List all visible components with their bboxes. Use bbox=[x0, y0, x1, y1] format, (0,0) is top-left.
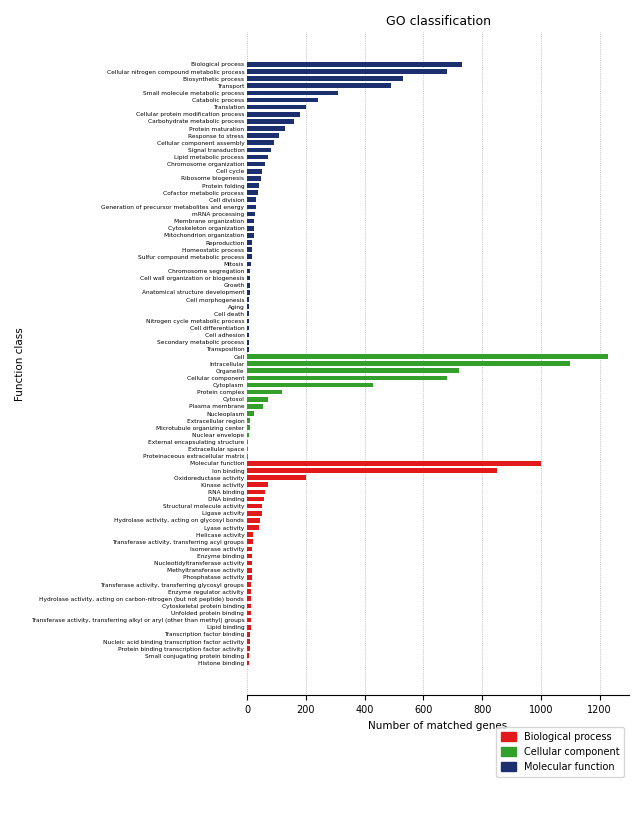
Bar bbox=[247, 226, 254, 231]
Bar bbox=[247, 582, 252, 587]
Bar bbox=[247, 340, 249, 344]
Bar bbox=[247, 554, 252, 559]
Bar bbox=[247, 561, 252, 565]
Bar bbox=[247, 283, 250, 287]
Bar bbox=[247, 197, 256, 202]
Bar bbox=[247, 511, 261, 516]
Bar bbox=[247, 596, 251, 601]
Bar bbox=[247, 397, 268, 402]
Legend: Biological process, Cellular component, Molecular function: Biological process, Cellular component, … bbox=[497, 727, 624, 777]
Bar bbox=[247, 326, 249, 330]
Bar bbox=[247, 533, 253, 537]
Bar bbox=[247, 604, 251, 608]
Bar bbox=[247, 134, 279, 138]
Bar bbox=[247, 418, 250, 423]
Bar bbox=[247, 646, 250, 651]
Bar bbox=[247, 304, 249, 309]
Bar bbox=[247, 69, 447, 74]
Bar bbox=[247, 233, 254, 238]
Bar bbox=[247, 354, 609, 359]
Bar bbox=[247, 119, 294, 123]
Bar bbox=[247, 212, 255, 217]
Bar bbox=[247, 91, 338, 95]
Bar bbox=[247, 539, 252, 544]
Bar bbox=[247, 404, 263, 409]
Bar bbox=[247, 426, 250, 430]
Bar bbox=[247, 297, 249, 302]
Bar bbox=[247, 475, 306, 480]
Bar bbox=[247, 276, 250, 281]
Bar bbox=[247, 83, 391, 88]
Bar bbox=[247, 347, 249, 352]
Bar bbox=[247, 191, 258, 195]
Bar bbox=[247, 496, 264, 501]
Bar bbox=[247, 547, 252, 551]
Bar bbox=[247, 504, 262, 508]
Bar bbox=[247, 490, 265, 494]
Bar bbox=[247, 575, 252, 580]
Bar bbox=[247, 162, 265, 166]
Title: GO classification: GO classification bbox=[386, 15, 491, 28]
Bar bbox=[247, 126, 285, 131]
Bar bbox=[247, 611, 251, 616]
Bar bbox=[247, 632, 250, 637]
Bar bbox=[247, 461, 541, 465]
Bar bbox=[247, 447, 248, 451]
Bar bbox=[247, 468, 497, 473]
Bar bbox=[247, 439, 248, 444]
Bar bbox=[247, 518, 260, 522]
Bar bbox=[247, 482, 268, 487]
X-axis label: Number of matched genes: Number of matched genes bbox=[368, 721, 507, 731]
Bar bbox=[247, 618, 251, 622]
Bar bbox=[247, 312, 249, 316]
Bar bbox=[247, 255, 252, 259]
Bar bbox=[247, 412, 254, 416]
Bar bbox=[247, 375, 447, 381]
Bar bbox=[247, 247, 252, 252]
Bar bbox=[247, 639, 250, 643]
Bar bbox=[247, 369, 459, 373]
Bar bbox=[247, 219, 254, 223]
Bar bbox=[247, 383, 374, 387]
Bar bbox=[247, 318, 249, 323]
Bar bbox=[247, 261, 251, 266]
Bar bbox=[247, 654, 249, 658]
Bar bbox=[247, 62, 462, 66]
Bar bbox=[247, 625, 251, 630]
Bar bbox=[247, 590, 251, 594]
Bar bbox=[247, 525, 259, 530]
Bar bbox=[247, 155, 268, 160]
Bar bbox=[247, 169, 262, 174]
Bar bbox=[247, 568, 252, 573]
Y-axis label: Function class: Function class bbox=[15, 327, 25, 401]
Bar bbox=[247, 140, 274, 145]
Bar bbox=[247, 454, 248, 459]
Bar bbox=[247, 333, 249, 338]
Bar bbox=[247, 105, 306, 109]
Bar bbox=[247, 205, 256, 209]
Bar bbox=[247, 240, 252, 244]
Bar bbox=[247, 433, 249, 438]
Bar bbox=[247, 660, 249, 665]
Bar bbox=[247, 112, 300, 117]
Bar bbox=[247, 390, 282, 395]
Bar bbox=[247, 76, 402, 81]
Bar bbox=[247, 97, 317, 102]
Bar bbox=[247, 269, 251, 273]
Bar bbox=[247, 183, 260, 188]
Bar bbox=[247, 290, 250, 295]
Bar bbox=[247, 148, 270, 152]
Bar bbox=[247, 361, 570, 366]
Bar bbox=[247, 176, 261, 181]
